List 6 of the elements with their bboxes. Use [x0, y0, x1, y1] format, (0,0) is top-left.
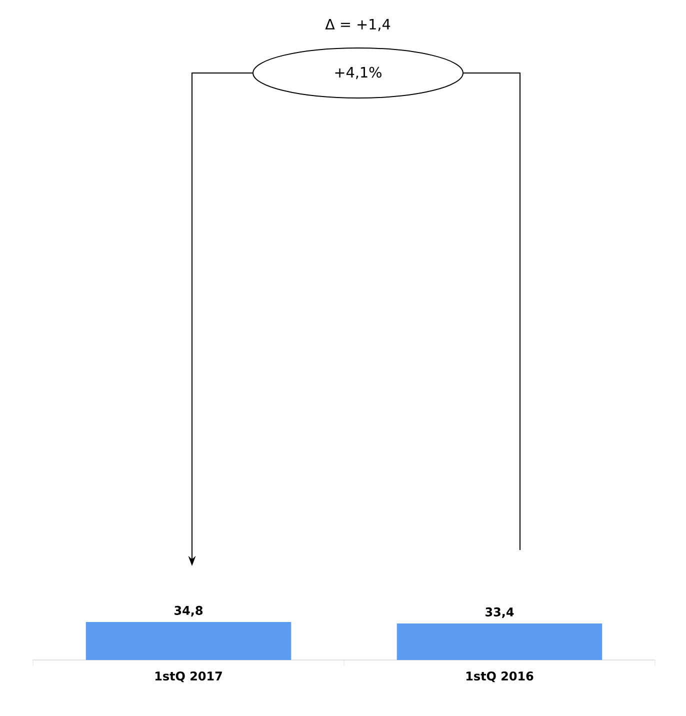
text: +4,1%: [335, 66, 382, 80]
x-tick-label: 1stQ 2017: [155, 672, 222, 682]
x-tick-label: 1stQ 2016: [466, 672, 534, 682]
data-label: 33,4: [486, 607, 514, 618]
data-label: 34,8: [174, 606, 203, 616]
text: Δ = +1,4: [325, 18, 390, 32]
